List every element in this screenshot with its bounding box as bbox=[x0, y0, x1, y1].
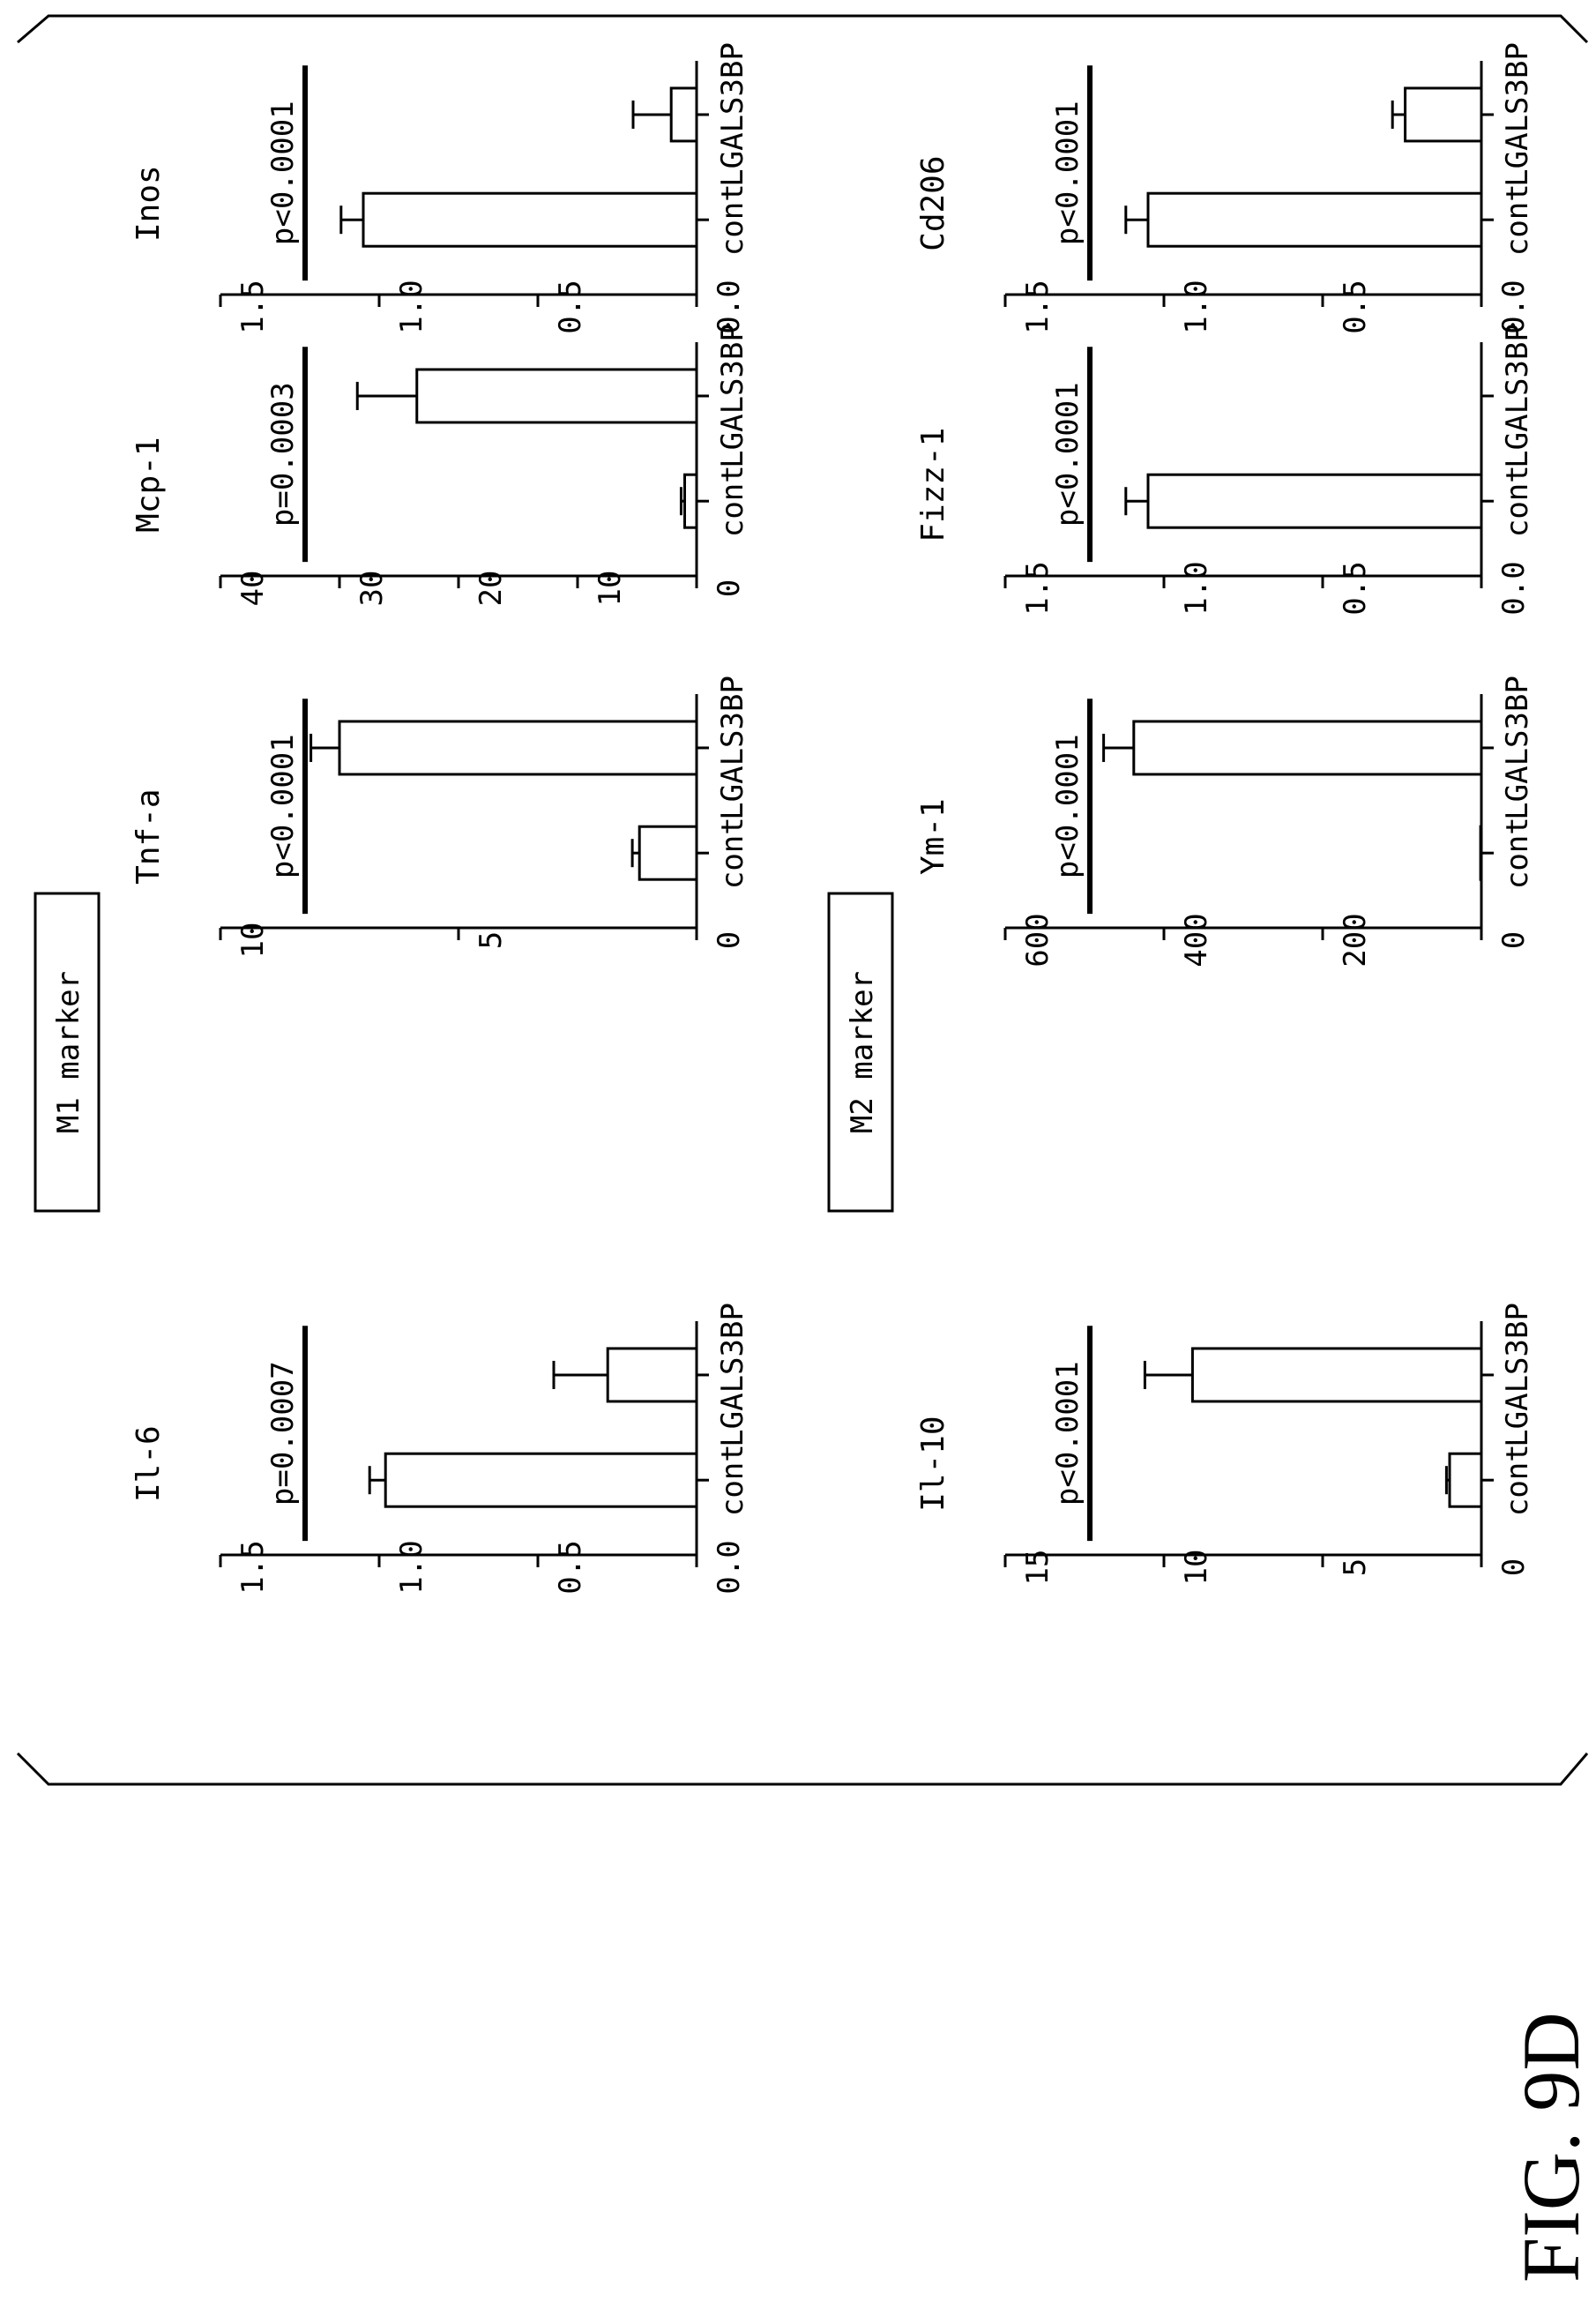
x-tick-label: cont bbox=[715, 465, 750, 537]
bar bbox=[638, 825, 698, 881]
y-tick-label: 1.0 bbox=[394, 1540, 429, 1594]
x-tick-label: LGALS3BP bbox=[715, 324, 750, 468]
chart-title: Tnf-a bbox=[131, 788, 167, 884]
bracket-right bbox=[17, 14, 1589, 44]
y-tick-label: 0.5 bbox=[553, 1540, 588, 1594]
y-tick-label: 0.0 bbox=[1496, 561, 1532, 615]
x-tick-label: cont bbox=[1500, 183, 1535, 256]
y-tick-label: 200 bbox=[1338, 913, 1373, 967]
chart-title: Cd206 bbox=[915, 155, 951, 250]
y-tick-label: 400 bbox=[1179, 913, 1214, 967]
y-tick-label: 1.5 bbox=[235, 280, 271, 333]
x-tick-label: LGALS3BP bbox=[715, 676, 750, 820]
chart-title: Inos bbox=[131, 165, 167, 242]
figure-label: FIG. 9D bbox=[1506, 2012, 1596, 2283]
y-tick-label: 0.0 bbox=[712, 1540, 747, 1594]
y-tick-label: 0 bbox=[712, 579, 747, 597]
y-tick-label: 0.5 bbox=[1338, 561, 1373, 615]
y-tick-label: 0 bbox=[1496, 1558, 1532, 1576]
p-value-label: p<0.0001 bbox=[1050, 382, 1085, 527]
p-value-label: p=0.0003 bbox=[265, 382, 301, 527]
p-value-label: p<0.0001 bbox=[1050, 734, 1085, 878]
p-value-label: p=0.0007 bbox=[265, 1361, 301, 1506]
y-tick-label: 1.0 bbox=[394, 280, 429, 333]
bar bbox=[1132, 720, 1483, 776]
chart-title: Mcp-1 bbox=[131, 437, 167, 532]
bar bbox=[606, 1347, 698, 1403]
y-tick-label: 1.5 bbox=[1020, 561, 1055, 615]
y-tick-label: 0 bbox=[1496, 931, 1532, 949]
bar bbox=[1190, 1347, 1483, 1403]
y-tick-label: 1.5 bbox=[1020, 280, 1055, 333]
x-tick-label: LGALS3BP bbox=[715, 42, 750, 187]
group-label-m2: M2 marker bbox=[845, 971, 880, 1133]
bar bbox=[384, 1452, 698, 1508]
bar bbox=[338, 720, 698, 776]
p-value-label: p<0.0001 bbox=[1050, 101, 1085, 245]
y-tick-label: 30 bbox=[354, 571, 390, 607]
group-box-m1: M1 marker bbox=[34, 892, 101, 1213]
bar bbox=[1448, 1452, 1483, 1508]
x-tick-label: cont bbox=[1500, 465, 1535, 537]
bar bbox=[362, 191, 698, 248]
y-tick-label: 600 bbox=[1020, 913, 1055, 967]
y-tick-label: 40 bbox=[235, 571, 271, 607]
group-label-m1: M1 marker bbox=[51, 971, 86, 1133]
y-tick-label: 10 bbox=[235, 923, 271, 959]
group-box-m2: M2 marker bbox=[827, 892, 894, 1213]
chart-title: Il-6 bbox=[131, 1425, 167, 1502]
y-tick-label: 1.0 bbox=[1179, 561, 1214, 615]
y-tick-label: 0.0 bbox=[712, 280, 747, 333]
y-tick-label: 0.0 bbox=[1496, 280, 1532, 333]
bar bbox=[415, 368, 698, 424]
x-tick-label: LGALS3BP bbox=[1500, 676, 1535, 820]
y-tick-label: 0 bbox=[712, 931, 747, 949]
x-tick-label: cont bbox=[715, 817, 750, 889]
y-tick-label: 1.5 bbox=[235, 1540, 271, 1594]
x-tick-label: LGALS3BP bbox=[1500, 324, 1535, 468]
y-tick-label: 15 bbox=[1020, 1550, 1055, 1586]
bar bbox=[669, 86, 698, 143]
y-tick-label: 1.0 bbox=[1179, 280, 1214, 333]
bar bbox=[1146, 191, 1483, 248]
x-tick-label: LGALS3BP bbox=[1500, 1303, 1535, 1447]
chart-title: Ym-1 bbox=[915, 798, 951, 875]
p-value-label: p<0.0001 bbox=[265, 734, 301, 878]
y-tick-label: 0.5 bbox=[553, 280, 588, 333]
bracket-left bbox=[16, 1752, 1589, 1786]
bar bbox=[1146, 473, 1483, 529]
x-tick-label: cont bbox=[715, 1444, 750, 1516]
chart-title: Fizz-1 bbox=[915, 428, 951, 542]
y-tick-label: 10 bbox=[593, 571, 628, 607]
chart-title: Il-10 bbox=[915, 1416, 951, 1511]
x-tick-label: LGALS3BP bbox=[1500, 42, 1535, 187]
bar bbox=[1404, 86, 1483, 143]
x-tick-label: cont bbox=[1500, 817, 1535, 889]
p-value-label: p<0.0001 bbox=[265, 101, 301, 245]
y-tick-label: 10 bbox=[1179, 1550, 1214, 1586]
y-tick-label: 20 bbox=[474, 571, 509, 607]
bar bbox=[1479, 825, 1483, 881]
x-tick-label: cont bbox=[1500, 1444, 1535, 1516]
charts: 0.00.51.01.5contLGALS3BPp=0.0007Il-60510… bbox=[131, 42, 1535, 1595]
x-tick-label: cont bbox=[715, 183, 750, 256]
x-tick-label: LGALS3BP bbox=[715, 1303, 750, 1447]
bar bbox=[683, 473, 698, 529]
y-tick-label: 0.5 bbox=[1338, 280, 1373, 333]
p-value-label: p<0.0001 bbox=[1050, 1361, 1085, 1506]
y-tick-label: 5 bbox=[1338, 1558, 1373, 1576]
y-tick-label: 5 bbox=[474, 931, 509, 949]
